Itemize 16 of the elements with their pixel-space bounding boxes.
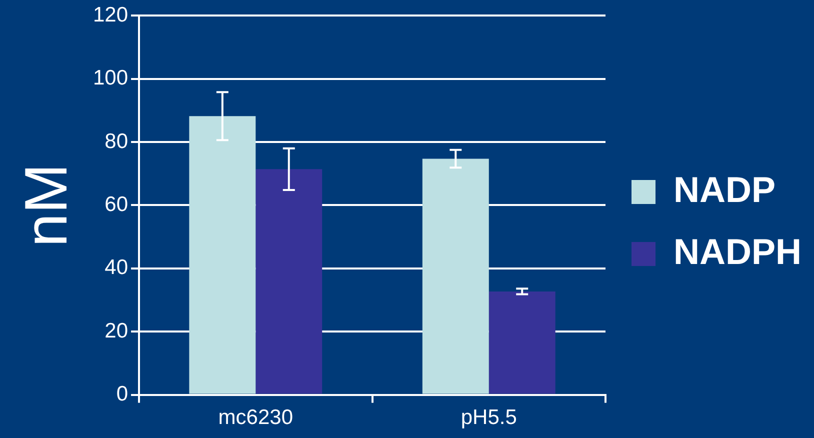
y-tick-label: 0 [116, 382, 128, 406]
legend-label: NADP [674, 168, 776, 210]
bar [488, 291, 556, 394]
bar [189, 116, 256, 394]
y-tick-label: 60 [104, 192, 128, 216]
y-tick-label: 40 [104, 256, 128, 280]
bar [256, 169, 322, 394]
legend-label: NADPH [674, 230, 802, 272]
y-tick-label: 100 [92, 66, 128, 90]
y-tick-label: 120 [92, 3, 128, 26]
x-tick-label: pH5.5 [460, 406, 517, 430]
y-tick-label: 80 [104, 130, 128, 153]
y-tick-label: 20 [104, 319, 128, 342]
y-axis-title: nM [12, 164, 80, 247]
x-tick-label: mc6230 [218, 406, 294, 430]
bar [422, 158, 489, 394]
